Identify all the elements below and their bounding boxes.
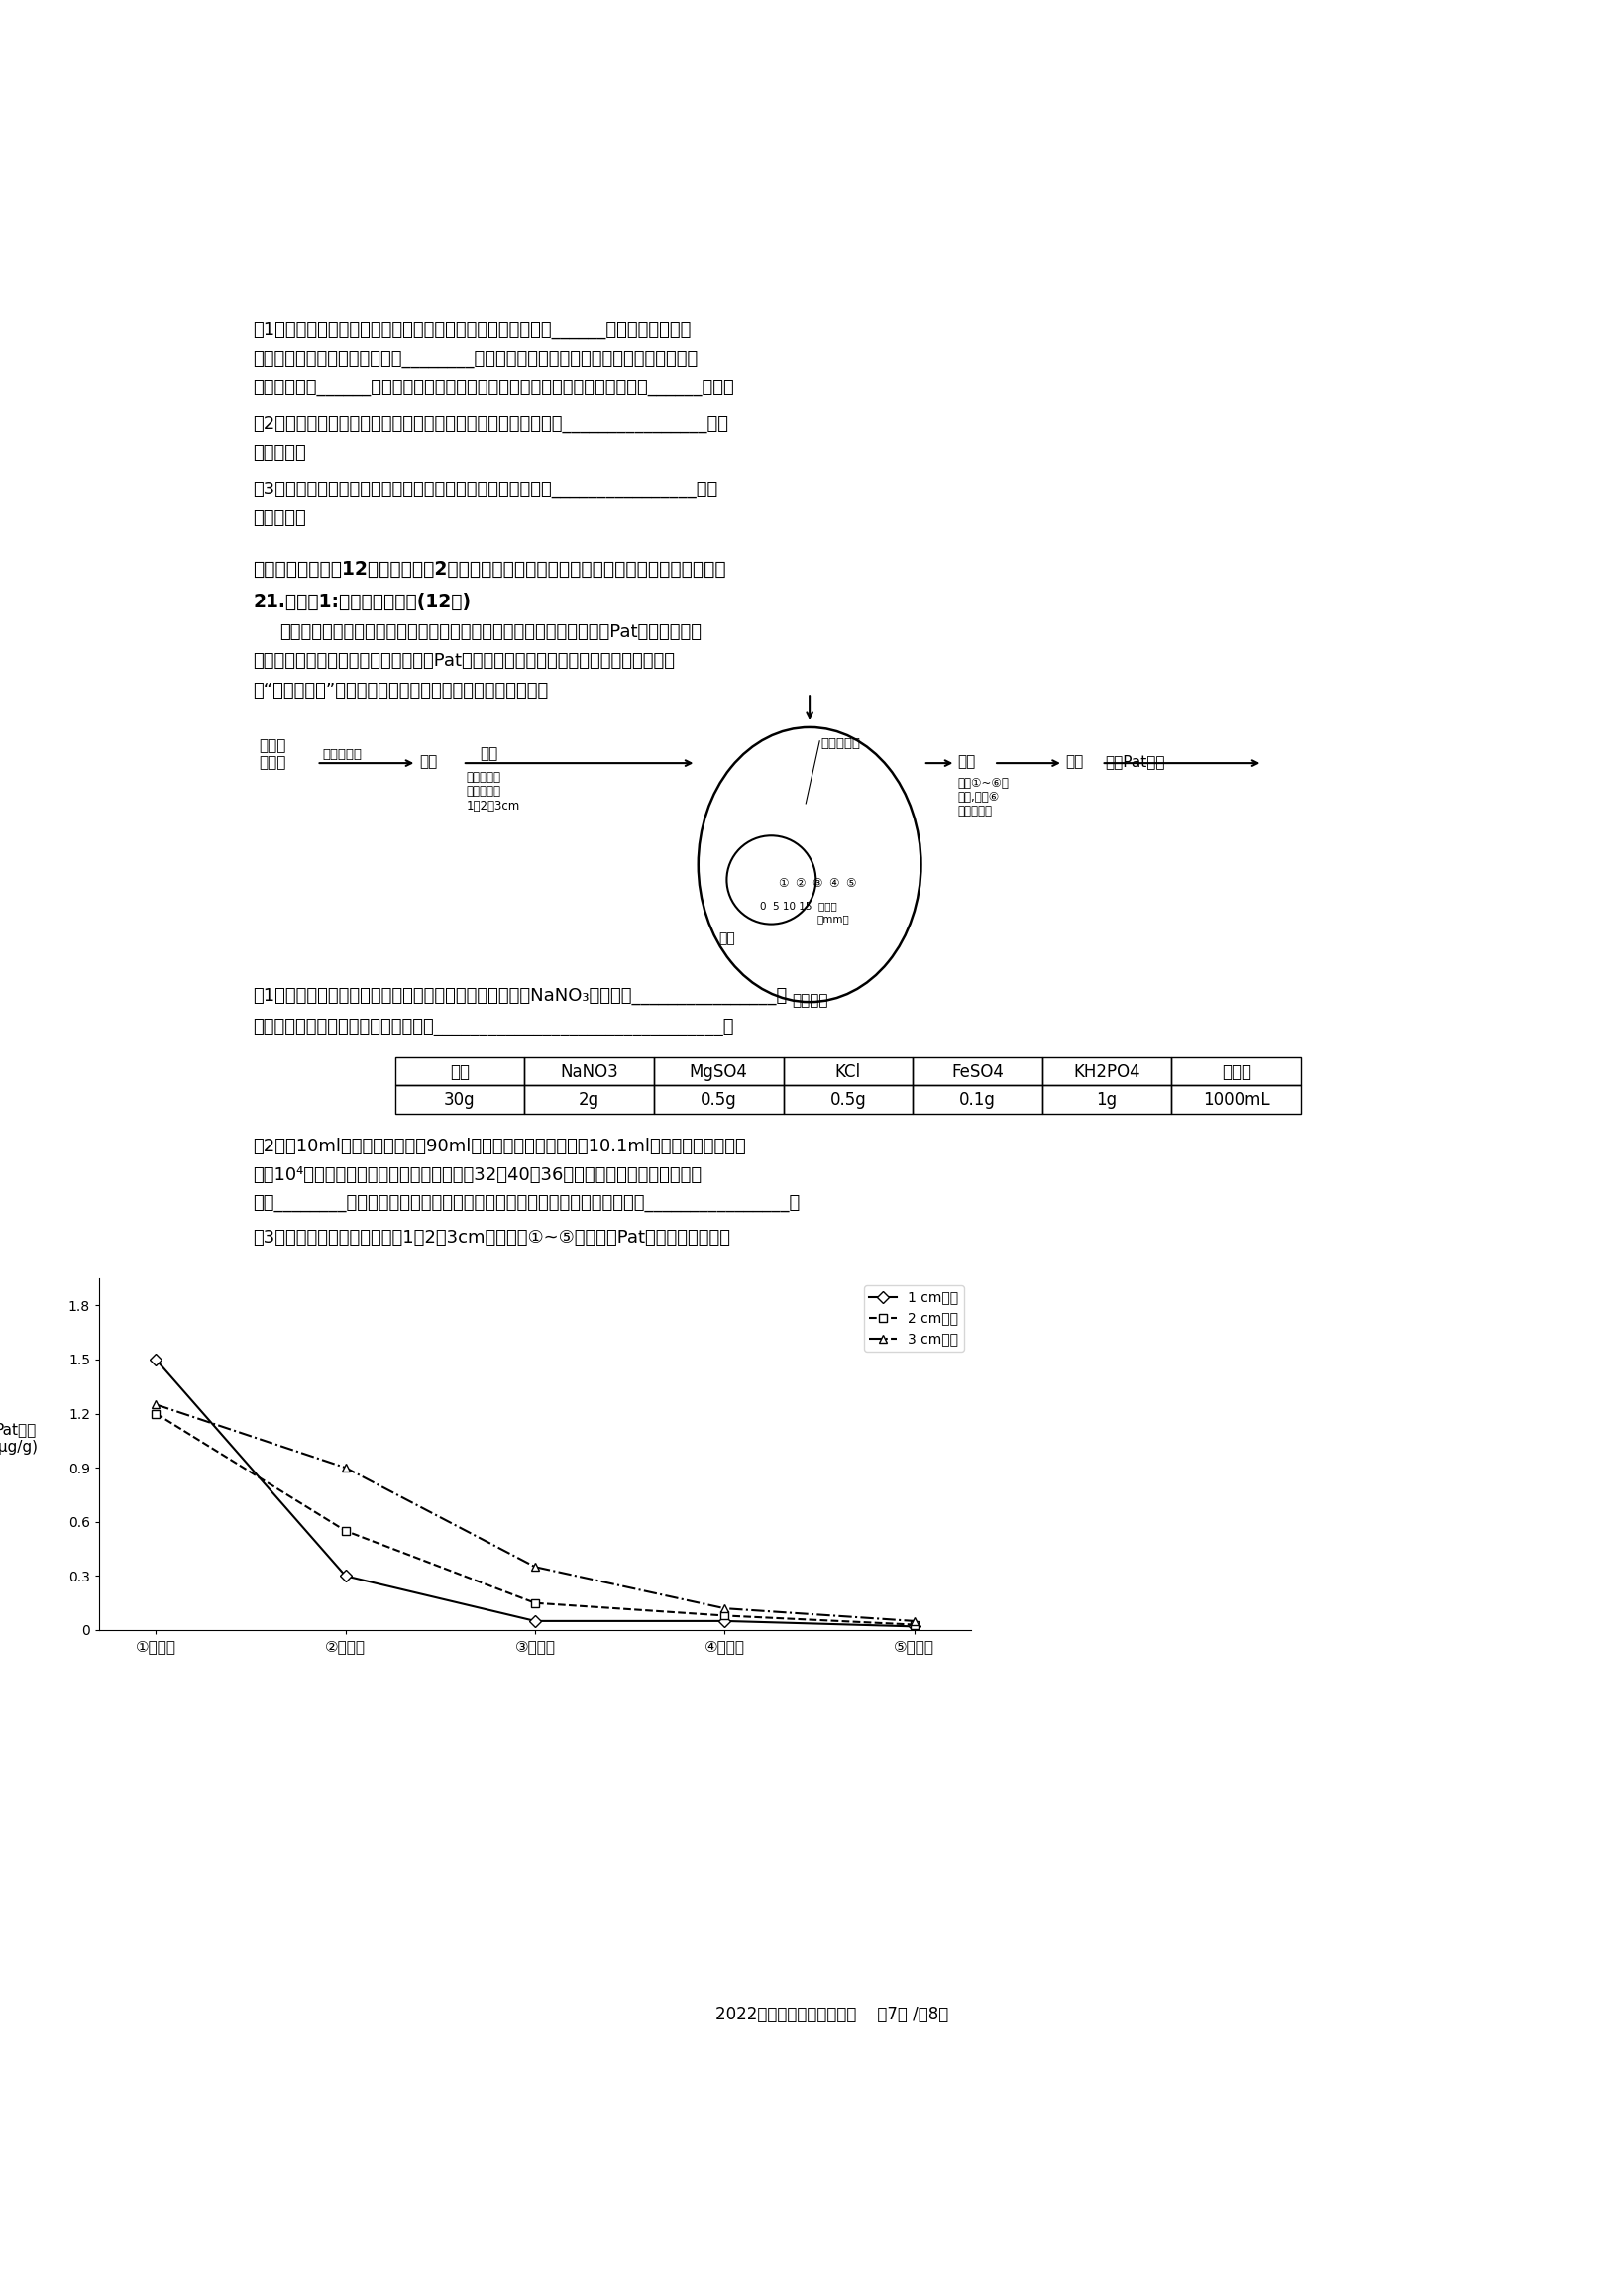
Text: 0  5 10 15  尺度尺: 0 5 10 15 尺度尺 — [760, 902, 836, 911]
Bar — [1043, 1058, 1171, 1085]
Bar — [783, 1085, 913, 1113]
Text: 接种至苹果前用该培养基培养的目的是________________________________。: 接种至苹果前用该培养基培养的目的是_______________________… — [253, 1017, 734, 1035]
1 cm病斑 — [905, 1612, 924, 1640]
Line: 1 cm病斑: 1 cm病斑 — [151, 1356, 918, 1630]
Text: 1g: 1g — [1096, 1092, 1117, 1108]
Text: 病健交界处: 病健交界处 — [822, 737, 861, 751]
Bar — [783, 1058, 913, 1085]
Text: 0.1g: 0.1g — [960, 1092, 996, 1108]
1 cm病斑 — [146, 1347, 166, 1374]
Text: 蕮糖: 蕮糖 — [450, 1063, 469, 1081]
Text: ④: ④ — [828, 877, 838, 891]
Bar — [1171, 1085, 1301, 1113]
Text: 霉菌种: 霉菌种 — [258, 756, 286, 769]
Bar — [913, 1058, 1043, 1085]
Text: 出一点）。: 出一点）。 — [253, 444, 307, 463]
Text: （1）活化扩展青霉菌种使用的培养基成分如表所示，其中NaNO₃的作用有________________。: （1）活化扩展青霉菌种使用的培养基成分如表所示，其中NaNO₃的作用有_____… — [253, 987, 788, 1005]
Bar — [913, 1085, 1043, 1113]
Text: 2022届四校联考生物试题卷    第7页 /兲8页: 2022届四校联考生物试题卷 第7页 /兲8页 — [715, 2006, 948, 2022]
2 cm病斑 — [336, 1516, 356, 1543]
Text: 病斑: 病斑 — [719, 932, 736, 946]
Text: （2）占10ml活化的菌液，加入90ml无菌水进行梯度稀释，占10.1ml稀释液涂布于培养基: （2）占10ml活化的菌液，加入90ml无菌水进行梯度稀释，占10.1ml稀释液… — [253, 1138, 745, 1156]
Text: KCl: KCl — [835, 1063, 861, 1081]
3 cm病斑 — [715, 1594, 734, 1621]
Text: 研磨: 研磨 — [1065, 753, 1083, 769]
2 cm病斑 — [905, 1610, 924, 1637]
2 cm病斑 — [715, 1603, 734, 1630]
Text: NaNO3: NaNO3 — [560, 1063, 619, 1081]
Text: （mm）: （mm） — [817, 914, 849, 925]
Text: （二）选考题：入12分。请考生从2道题中任选一题作答，如多做，则按所做的第一题计分。: （二）选考题：入12分。请考生从2道题中任选一题作答，如多做，则按所做的第一题计… — [253, 559, 726, 579]
Text: 培养: 培养 — [479, 747, 497, 760]
1 cm病斑 — [336, 1562, 356, 1589]
Bar — [525, 1085, 654, 1113]
3 cm病斑 — [146, 1390, 166, 1418]
Text: 30g: 30g — [443, 1092, 476, 1108]
Text: 扩展青: 扩展青 — [258, 740, 286, 753]
Text: FeSO4: FeSO4 — [952, 1063, 1004, 1081]
Text: （3）研究人员测定病斑直径为1、2、3cm的苹果中①~⑤号部位的Pat含量，结果如图。: （3）研究人员测定病斑直径为1、2、3cm的苹果中①~⑤号部位的Pat含量，结果… — [253, 1227, 731, 1246]
Text: 量为________个。实验结果统计的菌落数往往比活菌的实际数目低，其原因是________________。: 量为________个。实验结果统计的菌落数往往比活菌的实际数目低，其原因是__… — [253, 1193, 801, 1211]
Line: 3 cm病斑: 3 cm病斑 — [151, 1401, 918, 1626]
Text: 为剩余部分: 为剩余部分 — [958, 804, 992, 818]
Text: MgSO4: MgSO4 — [690, 1063, 747, 1081]
Text: 21.《选修1:生物技术实践》(12分): 21.《选修1:生物技术实践》(12分) — [253, 593, 471, 611]
Text: 腐烂苹果: 腐烂苹果 — [791, 994, 828, 1008]
Y-axis label: Pat含量
(μg/g): Pat含量 (μg/g) — [0, 1422, 39, 1454]
Line: 2 cm病斑: 2 cm病斑 — [151, 1408, 918, 1628]
Text: 体现了群落的______（空间结构）。人工生态浮岛的建立使得该水域群落发生了______演替。: 体现了群落的______（空间结构）。人工生态浮岛的建立使得该水域群落发生了__… — [253, 378, 734, 396]
Text: 1、2、3cm: 1、2、3cm — [466, 799, 520, 813]
Legend: 1 cm病斑, 2 cm病斑, 3 cm病斑: 1 cm病斑, 2 cm病斑, 3 cm病斑 — [864, 1285, 965, 1351]
2 cm病斑 — [146, 1399, 166, 1427]
Text: ①: ① — [778, 877, 788, 891]
Text: 蒸馏水: 蒸馏水 — [1221, 1063, 1250, 1081]
Text: 1000mL: 1000mL — [1203, 1092, 1270, 1108]
Bar — [654, 1085, 783, 1113]
3 cm病斑 — [336, 1454, 356, 1482]
2 cm病斑 — [525, 1589, 544, 1617]
Bar — [395, 1058, 525, 1085]
Text: 活化、接种: 活化、接种 — [322, 749, 362, 760]
Text: 苹果: 苹果 — [419, 753, 437, 769]
Text: 泊中草鱼种群密度的调查应采用________（方法）。湖泊近岸处和湖底处生物分布的差异: 泊中草鱼种群密度的调查应采用________（方法）。湖泊近岸处和湖底处生物分布… — [253, 350, 698, 366]
Text: ③: ③ — [812, 877, 822, 891]
Bar — [525, 1058, 654, 1085]
Text: （2）建立人工生态浮岛一段时间后，还需定期收割植被的目的有________________（写: （2）建立人工生态浮岛一段时间后，还需定期收割植被的目的有___________… — [253, 414, 729, 433]
Text: （1）对该湖泊中动植物和微生物的数量和种类进行调查，属于______水平的研究。对湖: （1）对该湖泊中动植物和微生物的数量和种类进行调查，属于______水平的研究。… — [253, 321, 692, 339]
Bar — [654, 1058, 783, 1085]
Text: ⑤: ⑤ — [844, 877, 856, 891]
Text: 至平均病斑: 至平均病斑 — [466, 772, 502, 783]
Text: 直径分别为: 直径分别为 — [466, 785, 502, 799]
Text: 部分,其中⑥: 部分,其中⑥ — [958, 790, 1000, 804]
Text: （3）建立人工生态浮岛选择和搭配植物时，需要考虑的因素有________________（写: （3）建立人工生态浮岛选择和搭配植物时，需要考虑的因素有____________… — [253, 481, 718, 499]
Bar — [1043, 1085, 1171, 1113]
Text: 2g: 2g — [578, 1092, 599, 1108]
Bar — [1171, 1058, 1301, 1085]
Text: 出两点）。: 出两点）。 — [253, 511, 307, 527]
Text: 扩展青霉是腐烂苹果中常见的微生物之一，其次级代谢产物棒曲霉素（Pat）是一种具有: 扩展青霉是腐烂苹果中常见的微生物之一，其次级代谢产物棒曲霉素（Pat）是一种具有 — [279, 623, 702, 641]
Text: 得到①~⑥个: 得到①~⑥个 — [958, 776, 1009, 790]
Text: 检测Pat含量: 检测Pat含量 — [1106, 753, 1166, 769]
Bar — [395, 1085, 525, 1113]
Text: 致突变作用的毒素。为研究腐烂苹果中Pat的分布，研究人员进行了如图所示的实验，其: 致突变作用的毒素。为研究腐烂苹果中Pat的分布，研究人员进行了如图所示的实验，其 — [253, 653, 676, 671]
Text: 中“病健交界处”为腐烂部位（病斑）与未腐烂部位的交界处。: 中“病健交界处”为腐烂部位（病斑）与未腐烂部位的交界处。 — [253, 682, 549, 698]
Text: 分离: 分离 — [958, 753, 976, 769]
Text: 0.5g: 0.5g — [700, 1092, 737, 1108]
1 cm病斑 — [525, 1608, 544, 1635]
Text: ① 由图可知实验结论为___________________________________。: ① 由图可知实验结论为_____________________________… — [253, 1543, 698, 1562]
Text: ② 去除腐烂部位后的苹果是否建议食用？请结合图中信息分析_____________________: ② 去除腐烂部位后的苹果是否建议食用？请结合图中信息分析____________… — [253, 1573, 742, 1592]
Text: KH2PO4: KH2PO4 — [1073, 1063, 1140, 1081]
Text: 上。10⁴倍稀释对应的三个平板菌落数分别为32、40和36，每毫升菌液中扩展青霉的数: 上。10⁴倍稀释对应的三个平板菌落数分别为32、40和36，每毫升菌液中扩展青霉… — [253, 1166, 702, 1184]
3 cm病斑 — [905, 1608, 924, 1635]
3 cm病斑 — [525, 1553, 544, 1580]
Text: 0.5g: 0.5g — [830, 1092, 866, 1108]
1 cm病斑 — [715, 1608, 734, 1635]
Text: ②: ② — [794, 877, 806, 891]
